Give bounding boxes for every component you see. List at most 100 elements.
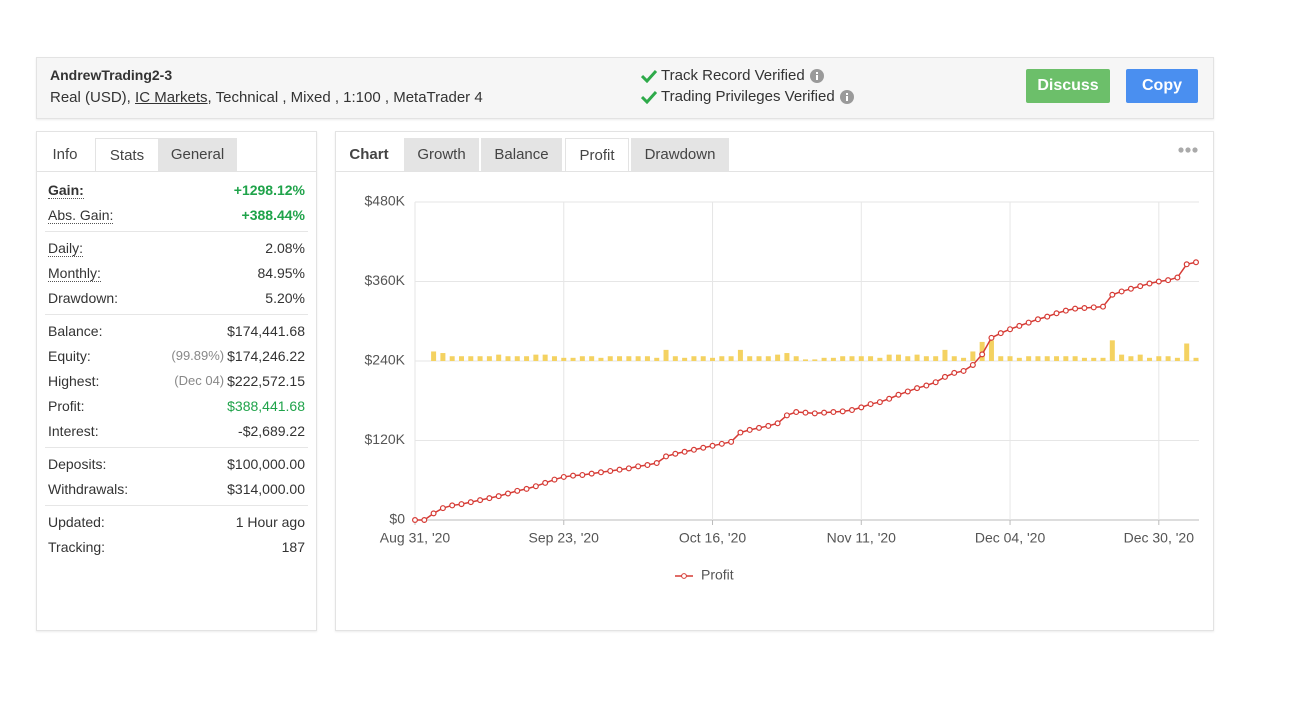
tab[interactable]: Stats (95, 138, 159, 172)
bar (561, 357, 567, 361)
tab-border (336, 171, 1213, 172)
point (802, 409, 809, 416)
point (848, 407, 855, 414)
tab[interactable]: Balance (481, 138, 562, 171)
menu-icon[interactable] (1178, 146, 1200, 154)
stats-label: Daily: (48, 239, 84, 257)
stats-row: Withdrawals: $314,000.00 (45, 476, 308, 501)
bar (431, 351, 437, 361)
bar (803, 359, 808, 361)
bar (719, 356, 725, 361)
tab[interactable]: Drawdown (631, 138, 729, 171)
point (1192, 259, 1199, 266)
bar (477, 356, 483, 361)
stats-label-cell: Monthly: (48, 264, 258, 282)
verification: Track Record Verified (641, 67, 825, 84)
point (1090, 304, 1097, 311)
point (709, 442, 716, 449)
bar (1193, 357, 1199, 361)
stats-label-cell: Balance: (48, 323, 227, 339)
check-icon (641, 90, 657, 104)
stats-value: $174,246.22 (227, 347, 305, 364)
broker-link[interactable]: IC Markets (135, 89, 208, 106)
bar (1016, 357, 1022, 361)
bar (551, 356, 557, 361)
x-tick-label: Oct 16, '20 (679, 530, 746, 546)
bar (682, 357, 688, 361)
discuss-button[interactable]: Discuss (1026, 69, 1110, 103)
info-icon[interactable] (809, 68, 825, 84)
point (783, 412, 790, 419)
point (439, 505, 446, 512)
point (1044, 313, 1051, 320)
tab[interactable]: General (158, 138, 237, 171)
stats-row: Tracking: 187 (45, 534, 308, 559)
tab[interactable]: Chart (349, 146, 389, 163)
point (904, 388, 911, 395)
bar (858, 356, 864, 361)
bar (514, 356, 520, 361)
bar (1165, 356, 1171, 361)
stats-row: Equity: (99.89%) $174,246.22 (45, 343, 308, 368)
bar (579, 356, 585, 361)
stats-group: Balance: $174,441.68 Equity: (99.89%) $174,2… (45, 315, 308, 448)
point (876, 399, 883, 406)
point (1025, 319, 1032, 326)
verification-text: Trading Privileges Verified (661, 88, 835, 105)
stats-note: (Dec 04) (174, 373, 225, 388)
stats-value: 1 Hour ago (235, 513, 305, 530)
bar (821, 357, 827, 361)
bar (700, 356, 706, 361)
point (467, 499, 474, 506)
point (728, 438, 735, 445)
bar (654, 357, 660, 361)
point (635, 463, 642, 470)
account-details: Real (USD), IC Markets, Technical , Mixe… (50, 89, 483, 106)
bar (793, 356, 799, 361)
bar (951, 356, 957, 361)
stats-row: Drawdown: 5.20% (45, 285, 308, 310)
stats-value: 84.95% (257, 264, 305, 281)
bar (830, 357, 836, 361)
point (681, 448, 688, 455)
stats-value: 187 (281, 538, 305, 555)
point (997, 330, 1004, 337)
tab[interactable]: Growth (404, 138, 479, 171)
bar (765, 356, 771, 361)
bar (1119, 354, 1125, 361)
point (1016, 322, 1023, 329)
x-tick-label: Aug 31, '20 (380, 530, 451, 546)
stats-row: Interest: -$2,689.22 (45, 418, 308, 443)
bar (1128, 356, 1134, 361)
stats-value: $174,441.68 (227, 322, 305, 339)
point (830, 409, 837, 416)
bar (524, 356, 530, 361)
point (867, 401, 874, 408)
point (1034, 316, 1041, 323)
bar (998, 356, 1004, 361)
stats-value: $100,000.00 (227, 455, 305, 472)
bar (607, 356, 613, 361)
tab[interactable]: Profit (565, 138, 629, 172)
copy-button[interactable]: Copy (1126, 69, 1198, 103)
y-tick-label: $0 (389, 511, 405, 527)
bar (644, 356, 650, 361)
point (1155, 278, 1162, 285)
x-tick-label: Nov 11, '20 (827, 530, 897, 546)
plot-area (336, 172, 1212, 629)
info-icon[interactable] (839, 89, 855, 105)
bar (598, 357, 604, 361)
point (700, 444, 707, 451)
bar (933, 356, 939, 361)
stats-label: Withdrawals: (48, 480, 129, 497)
bar (663, 349, 669, 361)
stats-row: Profit: $388,441.68 (45, 393, 308, 418)
account-type: Real (USD), (50, 89, 131, 106)
bar (728, 356, 734, 361)
point (430, 510, 437, 517)
point (542, 479, 549, 486)
y-tick-label: $240K (365, 352, 406, 368)
tab[interactable]: Info (52, 146, 78, 163)
account-title: AndrewTrading2-3 (50, 67, 173, 83)
